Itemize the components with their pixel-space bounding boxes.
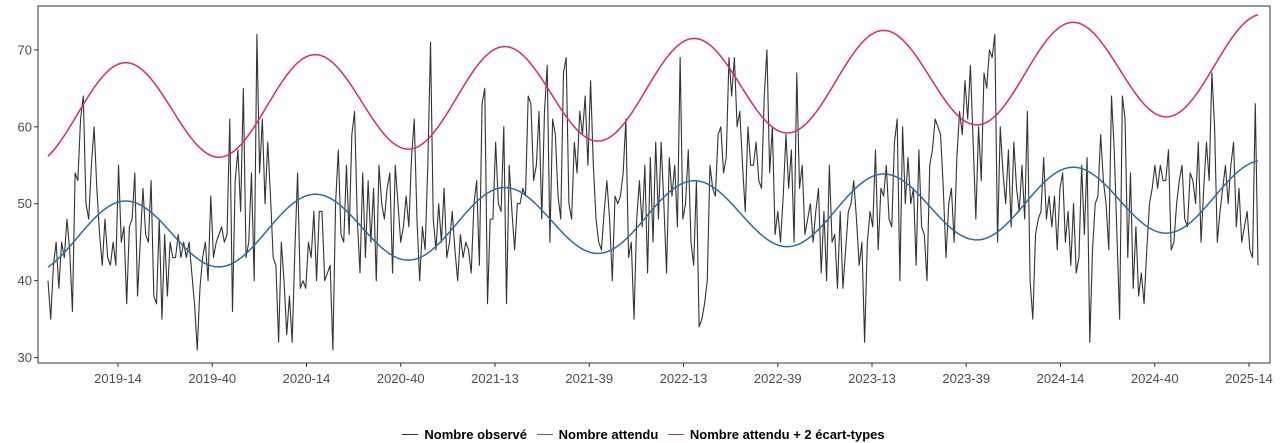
series-line-threshold: [47, 14, 1259, 158]
x-tick-label: 2023-13: [848, 371, 896, 386]
legend-item-observed: Nombre observé: [402, 427, 527, 443]
legend-key-threshold: [667, 434, 684, 435]
x-tick-label: 2024-14: [1037, 371, 1085, 386]
x-tick-label: 2020-40: [377, 371, 425, 386]
x-tick-label: 2021-13: [471, 371, 519, 386]
y-tick-label: 60: [18, 119, 32, 134]
y-tick-label: 30: [18, 350, 32, 365]
x-tick-label: 2024-40: [1131, 371, 1179, 386]
x-tick-label: 2019-40: [188, 371, 236, 386]
legend-label-observed: Nombre observé: [424, 426, 527, 442]
legend-item-threshold: Nombre attendu + 2 écart-types: [667, 426, 885, 443]
axis-ticks-layer: 30 40 50 60 70 2019-14 2019-40 2020-14 2020-40 20…: [18, 42, 1273, 386]
series-line-expected: [47, 160, 1259, 268]
x-tick-label: 2019-14: [94, 371, 142, 386]
y-tick-label: 70: [18, 42, 32, 57]
legend-item-expected: Nombre attendu: [536, 426, 659, 443]
x-tick-label: 2022-13: [660, 371, 708, 386]
x-tick-label: 2022-39: [754, 371, 802, 386]
y-tick-label: 40: [18, 273, 32, 288]
x-tick-label: 2025-14: [1225, 371, 1273, 386]
legend-label-threshold: Nombre attendu + 2 écart-types: [689, 426, 885, 442]
legend: Nombre observé Nombre attendu Nombre att…: [0, 423, 1287, 443]
x-tick-label: 2021-39: [565, 371, 613, 386]
y-tick-label: 50: [18, 196, 32, 211]
plot-panel-border: [37, 5, 1271, 364]
series-lines-layer: [47, 14, 1259, 351]
legend-key-expected: [536, 434, 553, 435]
series-line-observed: [47, 33, 1259, 351]
legend-label-expected: Nombre attendu: [558, 426, 659, 442]
x-tick-label: 2023-39: [942, 371, 990, 386]
x-tick-label: 2020-14: [283, 371, 331, 386]
legend-key-observed: [402, 434, 419, 435]
